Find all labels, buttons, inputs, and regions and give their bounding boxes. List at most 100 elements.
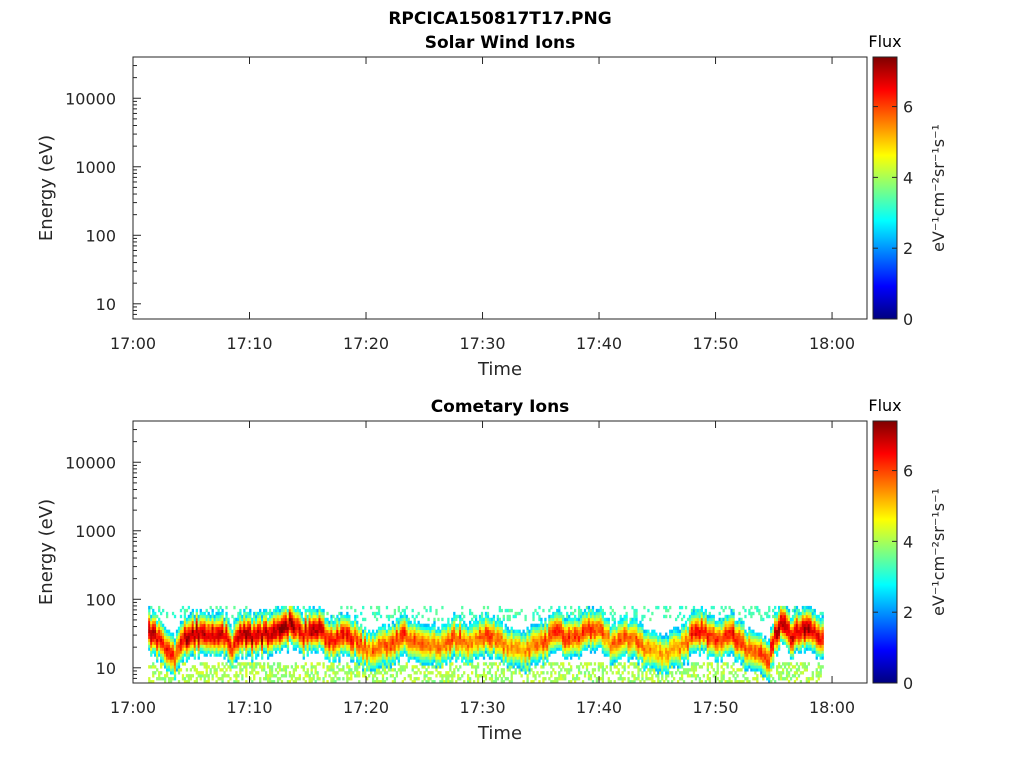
heatmap-cell [677,644,679,647]
heatmap-cell [503,633,505,636]
heatmap-cell [552,618,554,621]
heatmap-cell [461,639,463,642]
heatmap-cell [303,636,305,639]
heatmap-cell [200,624,202,627]
heatmap-cell [388,630,390,633]
heatmap-cell [295,644,297,647]
heatmap-cell [568,642,570,645]
heatmap-cell [196,609,198,612]
heatmap-cell [398,656,400,659]
heatmap-cell [243,630,245,633]
heatmap-cell [176,642,178,645]
heatmap-cell [194,627,196,630]
heatmap-cell [635,621,637,624]
heatmap-cell [544,630,546,633]
heatmap-cell [354,618,356,621]
heatmap-cell [396,644,398,647]
heatmap-cell [241,653,243,656]
heatmap-cell [322,642,324,645]
heatmap-cell [210,630,212,633]
heatmap-cell [265,633,267,636]
heatmap-cell [261,644,263,647]
heatmap-cell [550,644,552,647]
heatmap-cell [639,644,641,647]
heatmap-cell [364,647,366,650]
heatmap-cell [485,662,487,665]
heatmap-cell [263,633,265,636]
heatmap-cell [299,647,301,650]
heatmap-cell [693,671,695,674]
heatmap-cell [455,633,457,636]
heatmap-cell [372,650,374,653]
heatmap-cell [616,639,618,642]
heatmap-cell [158,639,160,642]
heatmap-cell [285,624,287,627]
heatmap-cell [350,636,352,639]
heatmap-cell [699,621,701,624]
heatmap-cell [176,644,178,647]
heatmap-cell [473,633,475,636]
heatmap-cell [245,644,247,647]
heatmap-cell [202,639,204,642]
heatmap-cell [622,671,624,674]
heatmap-cell [509,668,511,671]
heatmap-cell [330,618,332,621]
heatmap-cell [425,668,427,671]
heatmap-cell [233,644,235,647]
heatmap-cell [528,644,530,647]
heatmap-cell [546,650,548,653]
heatmap-cell [178,642,180,645]
heatmap-cell [624,677,626,680]
heatmap-cell [419,656,421,659]
heatmap-cell [330,650,332,653]
heatmap-cell [398,644,400,647]
heatmap-cell [208,618,210,621]
heatmap-cell [206,665,208,668]
heatmap-cell [154,630,156,633]
heatmap-cell [164,674,166,677]
heatmap-cell [305,674,307,677]
heatmap-cell [643,639,645,642]
heatmap-cell [671,642,673,645]
heatmap-cell [152,618,154,621]
heatmap-cell [414,618,416,621]
heatmap-cell [152,674,154,677]
heatmap-cell [641,653,643,656]
heatmap-cell [374,636,376,639]
heatmap-cell [635,644,637,647]
heatmap-cell [414,665,416,668]
heatmap-cell [639,639,641,642]
heatmap-cell [356,674,358,677]
heatmap-cell [190,642,192,645]
heatmap-cell [665,606,667,609]
heatmap-cell [336,650,338,653]
heatmap-cell [519,668,521,671]
heatmap-cell [265,674,267,677]
heatmap-cell [281,644,283,647]
heatmap-cell [158,609,160,612]
heatmap-cell [156,642,158,645]
heatmap-cell [172,642,174,645]
heatmap-cell [685,656,687,659]
heatmap-cell [538,615,540,618]
heatmap-cell [536,624,538,627]
heatmap-cell [693,633,695,636]
heatmap-cell [631,644,633,647]
heatmap-cell [622,624,624,627]
heatmap-cell [534,644,536,647]
heatmap-cell [178,662,180,665]
heatmap-cell [249,665,251,668]
heatmap-cell [691,668,693,671]
heatmap-cell [489,677,491,680]
heatmap-cell [352,656,354,659]
heatmap-cell [267,674,269,677]
heatmap-cell [212,615,214,618]
heatmap-cell [453,630,455,633]
heatmap-cell [431,656,433,659]
heatmap-cell [346,644,348,647]
heatmap-cell [368,650,370,653]
heatmap-cell [291,618,293,621]
heatmap-cell [685,636,687,639]
heatmap-cell [679,650,681,653]
heatmap-cell [271,653,273,656]
